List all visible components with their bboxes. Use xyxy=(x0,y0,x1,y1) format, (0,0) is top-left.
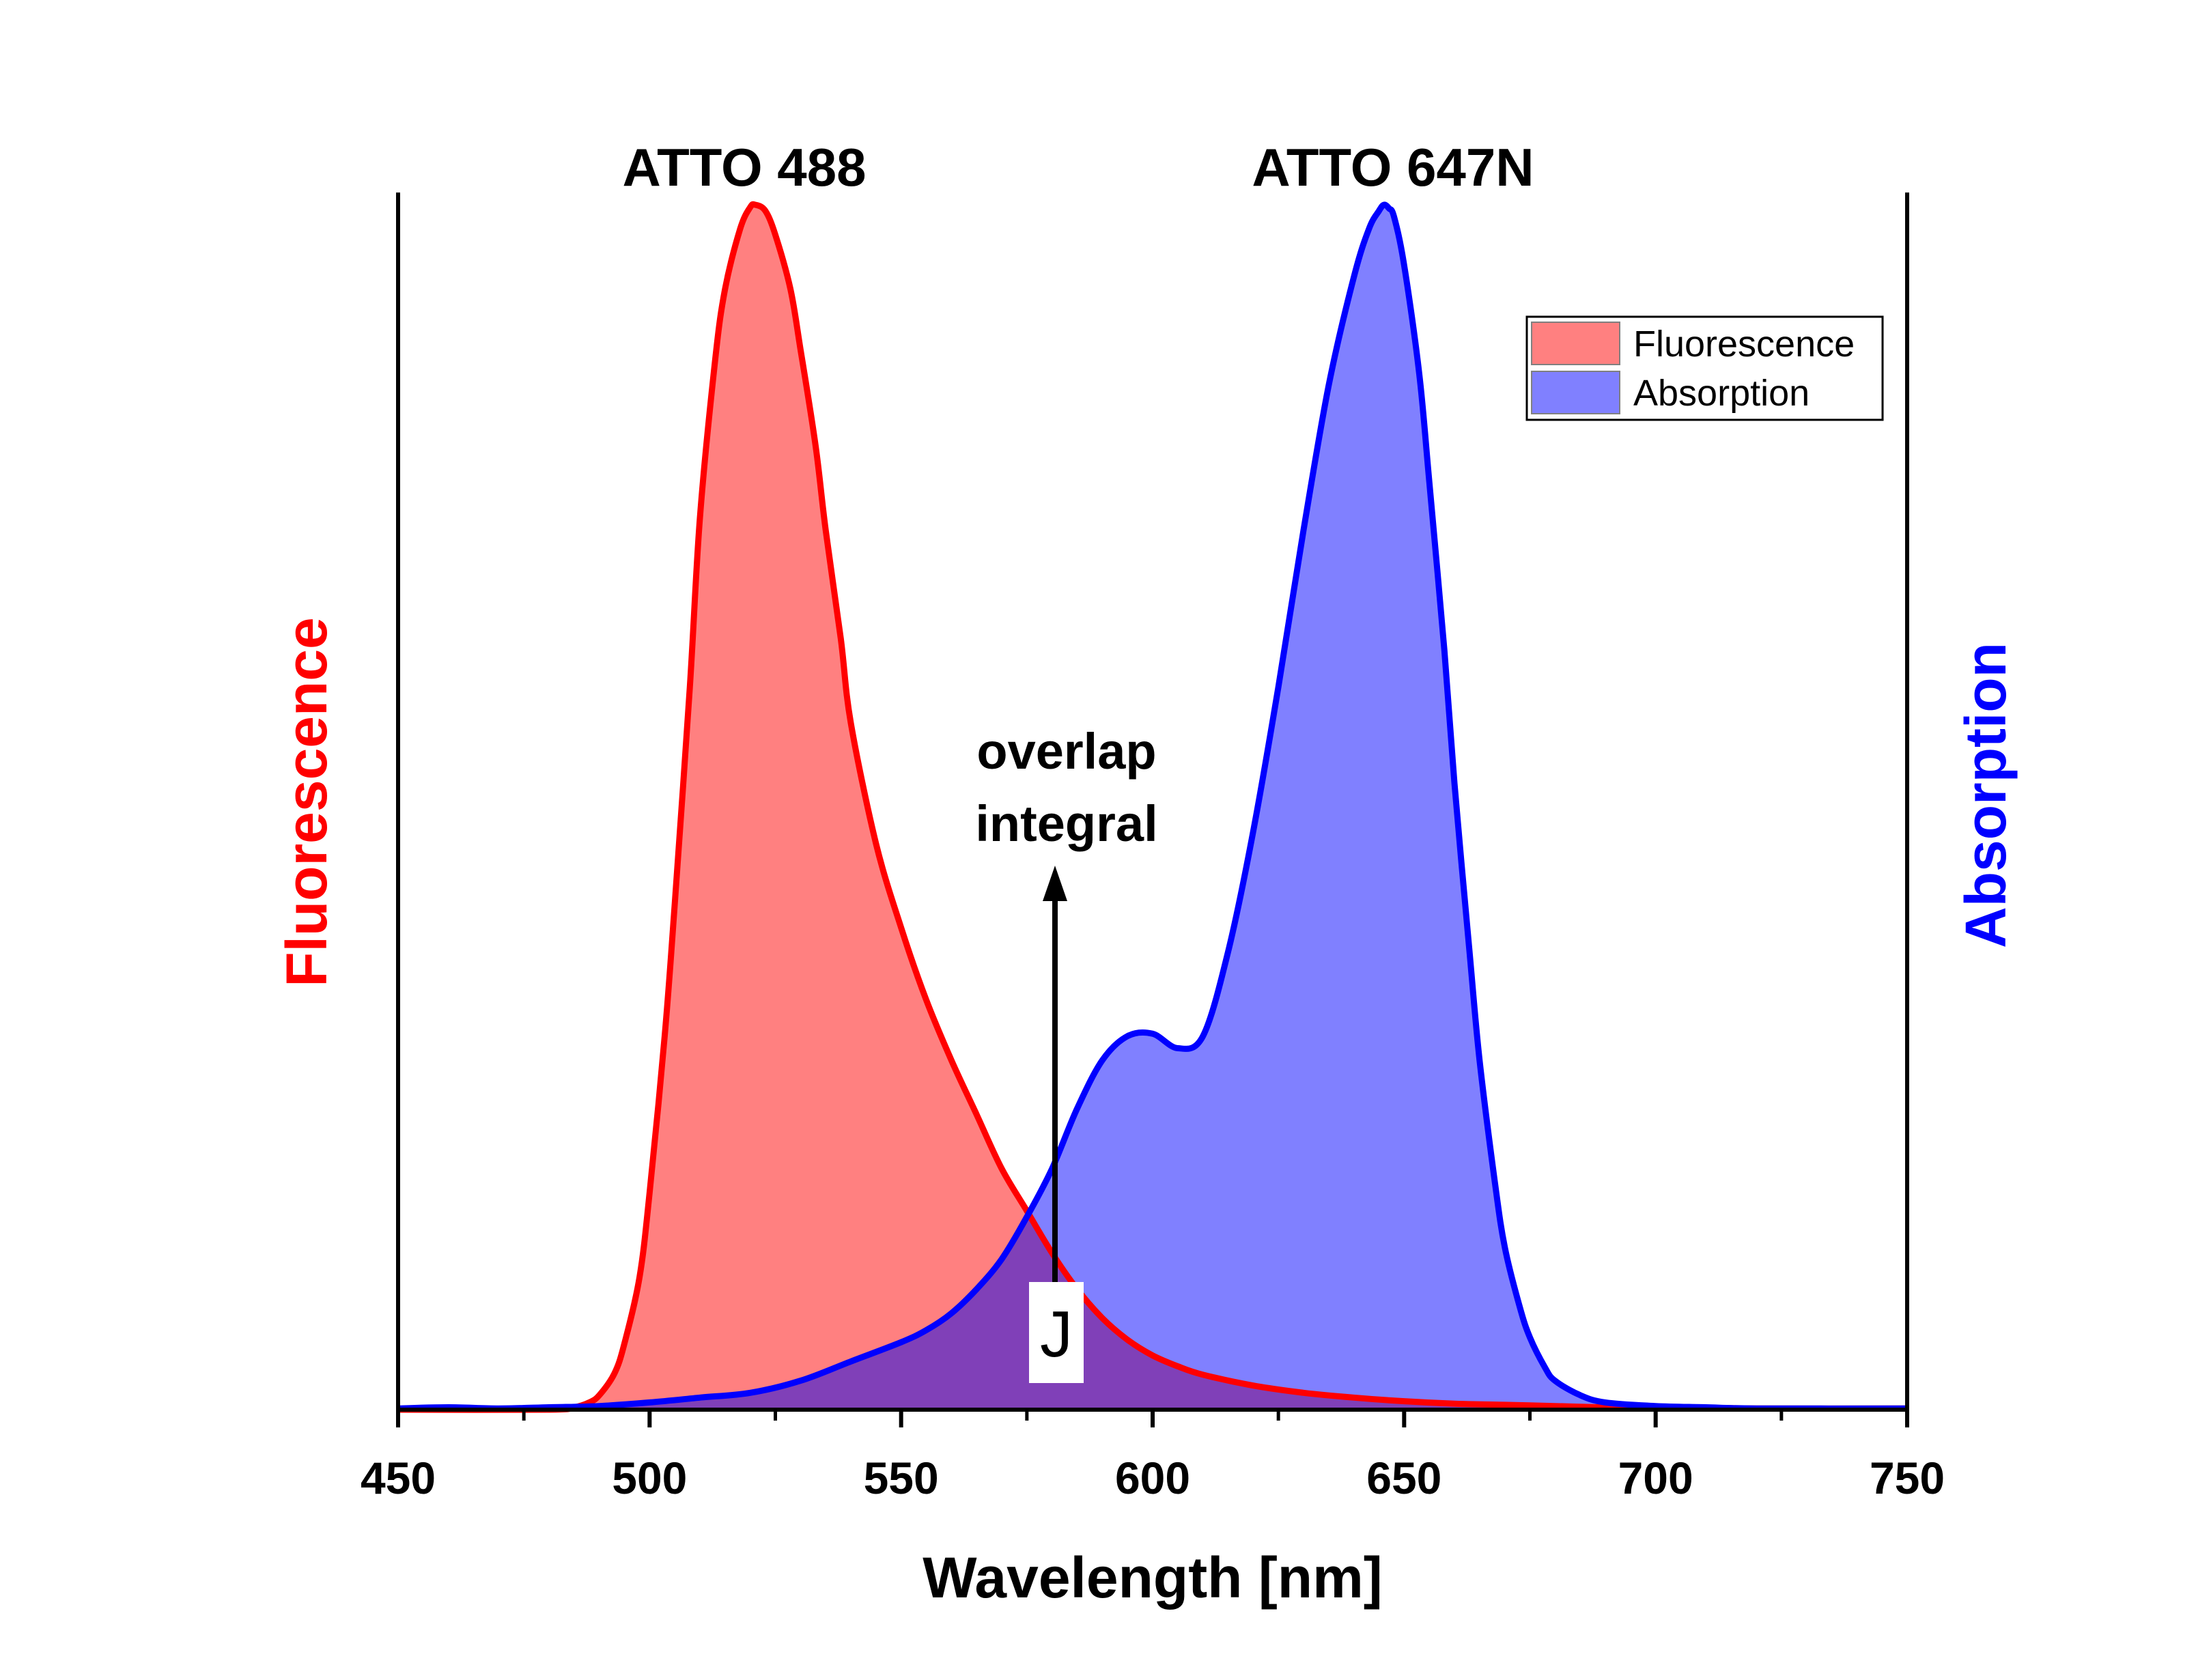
legend-label-absorption: Absorption xyxy=(1633,373,1810,414)
x-tick-label: 450 xyxy=(361,1453,436,1503)
fluorescence-area xyxy=(398,204,1907,1410)
x-tick-label: 750 xyxy=(1870,1453,1945,1503)
x-axis-tick-labels: 450 500 550 600 650 700 750 xyxy=(361,1453,1945,1503)
x-tick-label: 500 xyxy=(612,1453,687,1503)
x-tick-label: 700 xyxy=(1618,1453,1693,1503)
j-label-box xyxy=(1029,1282,1084,1383)
legend-swatch-absorption xyxy=(1531,371,1620,414)
right-axis-title: Absorption xyxy=(1954,642,2018,948)
atto-647n-label: ATTO 647N xyxy=(1252,137,1534,197)
overlap-label: overlap xyxy=(976,723,1156,780)
left-axis-title: Fluorescence xyxy=(274,617,339,987)
fluorescence-line xyxy=(397,201,1908,1413)
x-axis-title: Wavelength [nm] xyxy=(923,1546,1383,1610)
x-tick-label: 550 xyxy=(864,1453,939,1503)
absorption-line xyxy=(397,201,1908,1412)
x-tick-label: 650 xyxy=(1366,1453,1441,1503)
x-tick-label: 600 xyxy=(1115,1453,1190,1503)
x-axis-ticks xyxy=(396,1410,1909,1427)
overlap-arrow-head xyxy=(1043,866,1067,901)
legend: Fluorescence Absorption xyxy=(1525,315,1884,421)
integral-label: integral xyxy=(975,795,1157,852)
absorption-area xyxy=(398,204,1907,1410)
legend-label-fluorescence: Fluorescence xyxy=(1633,324,1855,365)
atto-488-label: ATTO 488 xyxy=(623,137,867,197)
legend-swatch-fluorescence xyxy=(1531,322,1620,365)
j-label: J xyxy=(1040,1298,1073,1371)
